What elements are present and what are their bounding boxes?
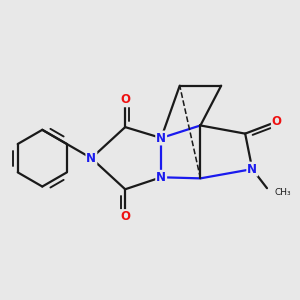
Text: O: O [120, 210, 130, 223]
Text: N: N [156, 171, 166, 184]
Text: O: O [272, 115, 282, 128]
Text: CH₃: CH₃ [274, 188, 291, 197]
Text: N: N [156, 131, 166, 145]
Text: N: N [86, 152, 96, 165]
Text: N: N [247, 163, 257, 176]
Text: O: O [120, 93, 130, 106]
